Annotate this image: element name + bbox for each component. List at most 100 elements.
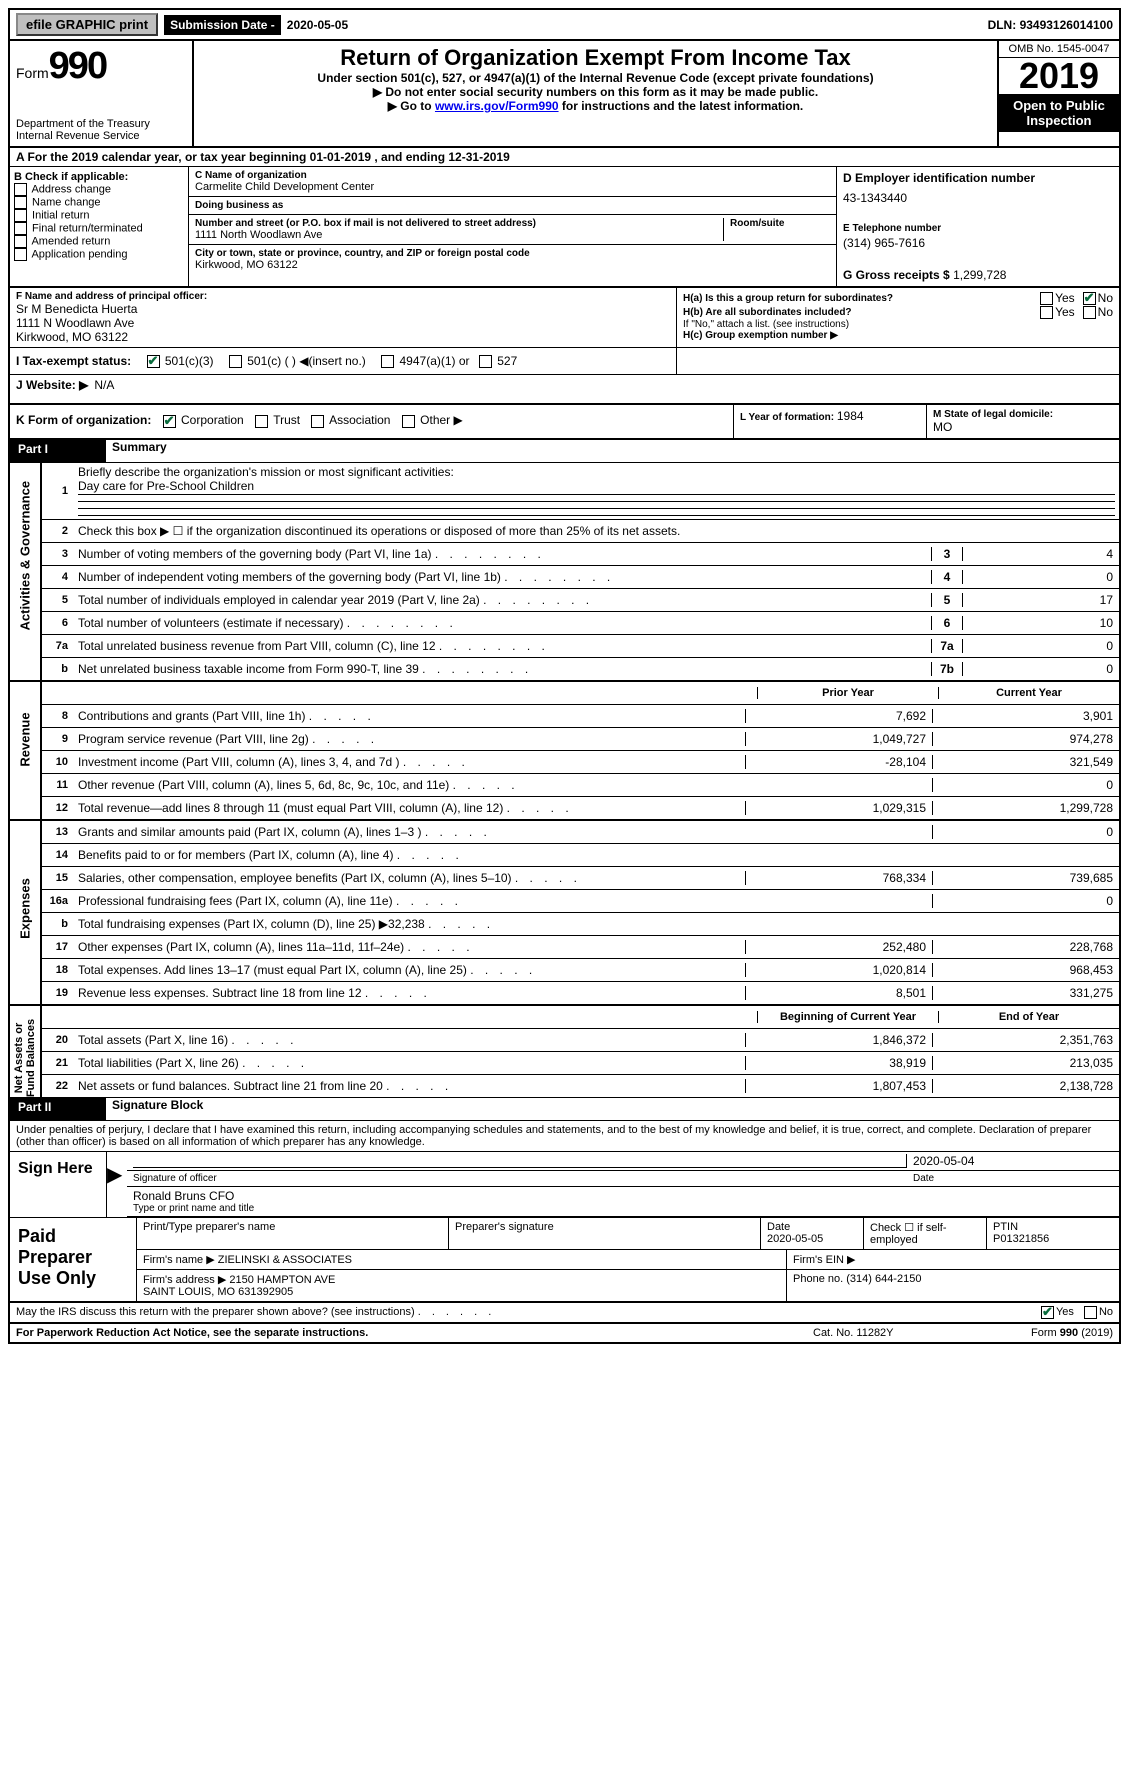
room-label: Room/suite xyxy=(730,218,830,229)
i-501c3-checkbox[interactable] xyxy=(147,355,160,368)
k-other-label: Other ▶ xyxy=(420,413,463,427)
i-501c3-label: 501(c)(3) xyxy=(165,354,214,368)
submission-date-label: Submission Date - xyxy=(164,15,281,35)
ha-yes-checkbox[interactable] xyxy=(1040,292,1053,305)
k-corp-checkbox[interactable] xyxy=(163,415,176,428)
note-ssn: ▶ Do not enter social security numbers o… xyxy=(200,85,991,99)
discuss-no-label: No xyxy=(1099,1306,1113,1319)
k-trust-label: Trust xyxy=(273,413,300,427)
firm-name-label: Firm's name ▶ xyxy=(143,1254,218,1266)
irs-link[interactable]: www.irs.gov/Form990 xyxy=(435,99,559,113)
k-assoc-checkbox[interactable] xyxy=(311,415,324,428)
summary-line: bNet unrelated business taxable income f… xyxy=(42,658,1119,680)
b-label: B Check if applicable: xyxy=(14,171,184,183)
section-revenue: Revenue Prior Year Current Year 8Contrib… xyxy=(10,682,1119,821)
hb-no-label: No xyxy=(1098,305,1113,319)
b-option-checkbox[interactable] xyxy=(14,209,27,222)
b-option-checkbox[interactable] xyxy=(14,235,27,248)
cat-no: Cat. No. 11282Y xyxy=(813,1327,973,1339)
summary-line: 7aTotal unrelated business revenue from … xyxy=(42,635,1119,658)
dba-label: Doing business as xyxy=(195,200,830,211)
efile-print-button[interactable]: efile GRAPHIC print xyxy=(16,13,158,36)
b-option: Address change xyxy=(14,183,184,196)
sign-here-label: Sign Here xyxy=(10,1152,107,1217)
discuss-no-checkbox[interactable] xyxy=(1084,1306,1097,1319)
perjury-text: Under penalties of perjury, I declare th… xyxy=(10,1121,1119,1151)
line-a: A For the 2019 calendar year, or tax yea… xyxy=(10,148,1119,167)
section-expenses: Expenses 13Grants and similar amounts pa… xyxy=(10,821,1119,1006)
b-option-checkbox[interactable] xyxy=(14,248,27,261)
paid-date-label: Date xyxy=(767,1221,857,1233)
b-option-checkbox[interactable] xyxy=(14,196,27,209)
i-501c-label: 501(c) ( ) ◀(insert no.) xyxy=(247,354,366,368)
summary-line: 9Program service revenue (Part VIII, lin… xyxy=(42,728,1119,751)
submission-date-value: 2020-05-05 xyxy=(281,15,354,35)
firm-phone: (314) 644-2150 xyxy=(846,1273,921,1285)
paid-label: Paid Preparer Use Only xyxy=(10,1218,136,1301)
ha-no-checkbox[interactable] xyxy=(1083,292,1096,305)
header-right: OMB No. 1545-0047 2019 Open to Public In… xyxy=(997,41,1119,146)
section-i: I Tax-exempt status: 501(c)(3) 501(c) ( … xyxy=(10,348,1119,375)
section-k-l-m: K Form of organization: Corporation Trus… xyxy=(10,405,1119,440)
dln: DLN: 93493126014100 xyxy=(982,15,1119,35)
sign-here-block: Sign Here ▶ 2020-05-04 Signature of offi… xyxy=(10,1151,1119,1217)
f-label: F Name and address of principal officer: xyxy=(16,291,670,302)
k-other-checkbox[interactable] xyxy=(402,415,415,428)
hb-no-checkbox[interactable] xyxy=(1083,306,1096,319)
col-h: H(a) Is this a group return for subordin… xyxy=(677,288,1119,347)
paid-ptin-label: PTIN xyxy=(993,1221,1113,1233)
city-value: Kirkwood, MO 63122 xyxy=(195,259,830,271)
paid-self-emp: Check ☐ if self-employed xyxy=(863,1218,986,1249)
hb-yes-checkbox[interactable] xyxy=(1040,306,1053,319)
street-label: Number and street (or P.O. box if mail i… xyxy=(195,218,723,229)
firm-phone-label: Phone no. xyxy=(793,1273,846,1285)
sig-officer-label: Signature of officer xyxy=(133,1173,913,1184)
b-option-checkbox[interactable] xyxy=(14,222,27,235)
hc-label: H(c) Group exemption number ▶ xyxy=(683,330,1113,341)
city-label: City or town, state or province, country… xyxy=(195,248,830,259)
hb-yes-label: Yes xyxy=(1055,305,1075,319)
header-left: Form990 Department of the Treasury Inter… xyxy=(10,41,194,146)
sidebar-revenue: Revenue xyxy=(10,682,42,819)
k-assoc-label: Association xyxy=(329,413,390,427)
sidebar-expenses: Expenses xyxy=(10,821,42,1004)
i-501c-checkbox[interactable] xyxy=(229,355,242,368)
j-label: J Website: ▶ xyxy=(16,378,88,400)
sidebar-ag: Activities & Governance xyxy=(10,463,42,680)
summary-line: 4Number of independent voting members of… xyxy=(42,566,1119,589)
hb-note: If "No," attach a list. (see instruction… xyxy=(683,319,1113,330)
summary-line: 16aProfessional fundraising fees (Part I… xyxy=(42,890,1119,913)
summary-line: 5Total number of individuals employed in… xyxy=(42,589,1119,612)
col-end-year: End of Year xyxy=(938,1011,1119,1023)
top-bar: efile GRAPHIC print Submission Date - 20… xyxy=(10,10,1119,41)
form-label: Form xyxy=(16,65,49,81)
section-activities-governance: Activities & Governance 1 Briefly descri… xyxy=(10,463,1119,682)
sig-date-value: 2020-05-04 xyxy=(906,1154,1113,1168)
i-4947-checkbox[interactable] xyxy=(381,355,394,368)
section-j: J Website: ▶ N/A xyxy=(10,375,1119,405)
e-phone-label: E Telephone number xyxy=(843,223,1113,234)
mission-label: Briefly describe the organization's miss… xyxy=(78,465,454,479)
tax-year: 2019 xyxy=(999,58,1119,94)
part1-header: Part I Summary xyxy=(10,440,1119,463)
section-net-assets: Net Assets or Fund Balances Beginning of… xyxy=(10,1006,1119,1098)
officer-value: Sr M Benedicta Huerta 1111 N Woodlawn Av… xyxy=(16,302,670,344)
discuss-yes-checkbox[interactable] xyxy=(1041,1306,1054,1319)
b-option-checkbox[interactable] xyxy=(14,183,27,196)
discuss-text: May the IRS discuss this return with the… xyxy=(16,1306,415,1318)
b-option: Name change xyxy=(14,196,184,209)
form-header: Form990 Department of the Treasury Inter… xyxy=(10,41,1119,148)
i-4947-label: 4947(a)(1) or xyxy=(400,354,470,368)
part1-title: Summary xyxy=(106,440,167,462)
summary-line: 17Other expenses (Part IX, column (A), l… xyxy=(42,936,1119,959)
c-name-label: C Name of organization xyxy=(195,170,830,181)
i-527-checkbox[interactable] xyxy=(479,355,492,368)
line2-text: Check this box ▶ ☐ if the organization d… xyxy=(74,522,1119,540)
sig-date-label: Date xyxy=(913,1173,1113,1184)
org-name: Carmelite Child Development Center xyxy=(195,181,830,193)
col-prior-year: Prior Year xyxy=(757,687,938,699)
col-begin-year: Beginning of Current Year xyxy=(757,1011,938,1023)
k-trust-checkbox[interactable] xyxy=(255,415,268,428)
b-option: Application pending xyxy=(14,248,184,261)
col-b-checkboxes: B Check if applicable: Address change Na… xyxy=(10,167,189,286)
